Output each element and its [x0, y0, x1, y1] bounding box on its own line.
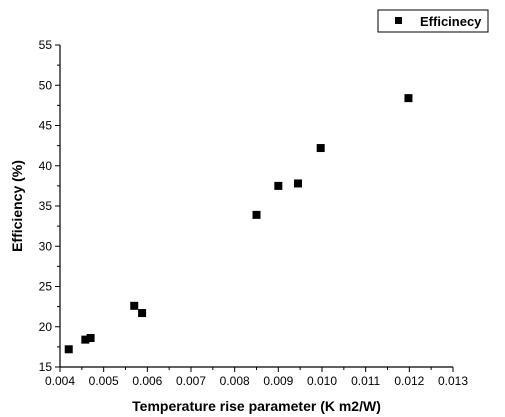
data-point — [130, 301, 139, 310]
x-tick-label: 0.006 — [132, 374, 162, 388]
y-tick-label: 50 — [39, 78, 53, 92]
data-point — [64, 345, 73, 354]
y-tick-label: 15 — [39, 360, 53, 374]
x-tick-label: 0.005 — [89, 374, 119, 388]
data-point — [86, 334, 95, 343]
legend-label: Efficinecy — [420, 14, 482, 29]
data-point — [252, 210, 261, 219]
y-axis-title: Efficiency (%) — [9, 160, 25, 252]
data-point — [293, 179, 302, 188]
x-tick-label: 0.008 — [220, 374, 250, 388]
data-point — [81, 335, 90, 344]
x-tick-label: 0.004 — [45, 374, 75, 388]
y-tick-label: 40 — [39, 159, 53, 173]
legend-marker — [395, 17, 402, 24]
data-point — [138, 309, 147, 318]
axes — [59, 45, 453, 368]
data-points — [64, 94, 413, 354]
data-point — [404, 94, 413, 103]
x-tick-label: 0.013 — [438, 374, 468, 388]
x-tick-label: 0.011 — [351, 374, 380, 388]
y-tick-label: 25 — [39, 280, 53, 294]
y-tick-label: 45 — [39, 119, 53, 133]
legend-box — [377, 9, 489, 33]
data-point — [316, 144, 325, 153]
x-tick-label: 0.007 — [176, 374, 206, 388]
x-axis-title: Temperature rise parameter (K m2/W) — [132, 398, 381, 414]
x-tick-label: 0.009 — [263, 374, 293, 388]
y-tick-label: 35 — [39, 199, 53, 213]
y-tick-label: 30 — [39, 239, 53, 253]
y-tick-label: 20 — [39, 320, 53, 334]
x-axis-ticks: 0.004 0.005 0.006 0.007 0.008 0.009 0.010 0.011… — [45, 367, 468, 388]
y-tick-label: 55 — [39, 38, 53, 52]
x-tick-label: 0.012 — [394, 374, 424, 388]
x-tick-label: 0.010 — [307, 374, 337, 388]
y-axis-ticks: 15 20 25 30 35 40 45 50 55 — [39, 38, 60, 374]
data-point — [274, 181, 283, 190]
legend: Efficinecy — [377, 9, 489, 33]
